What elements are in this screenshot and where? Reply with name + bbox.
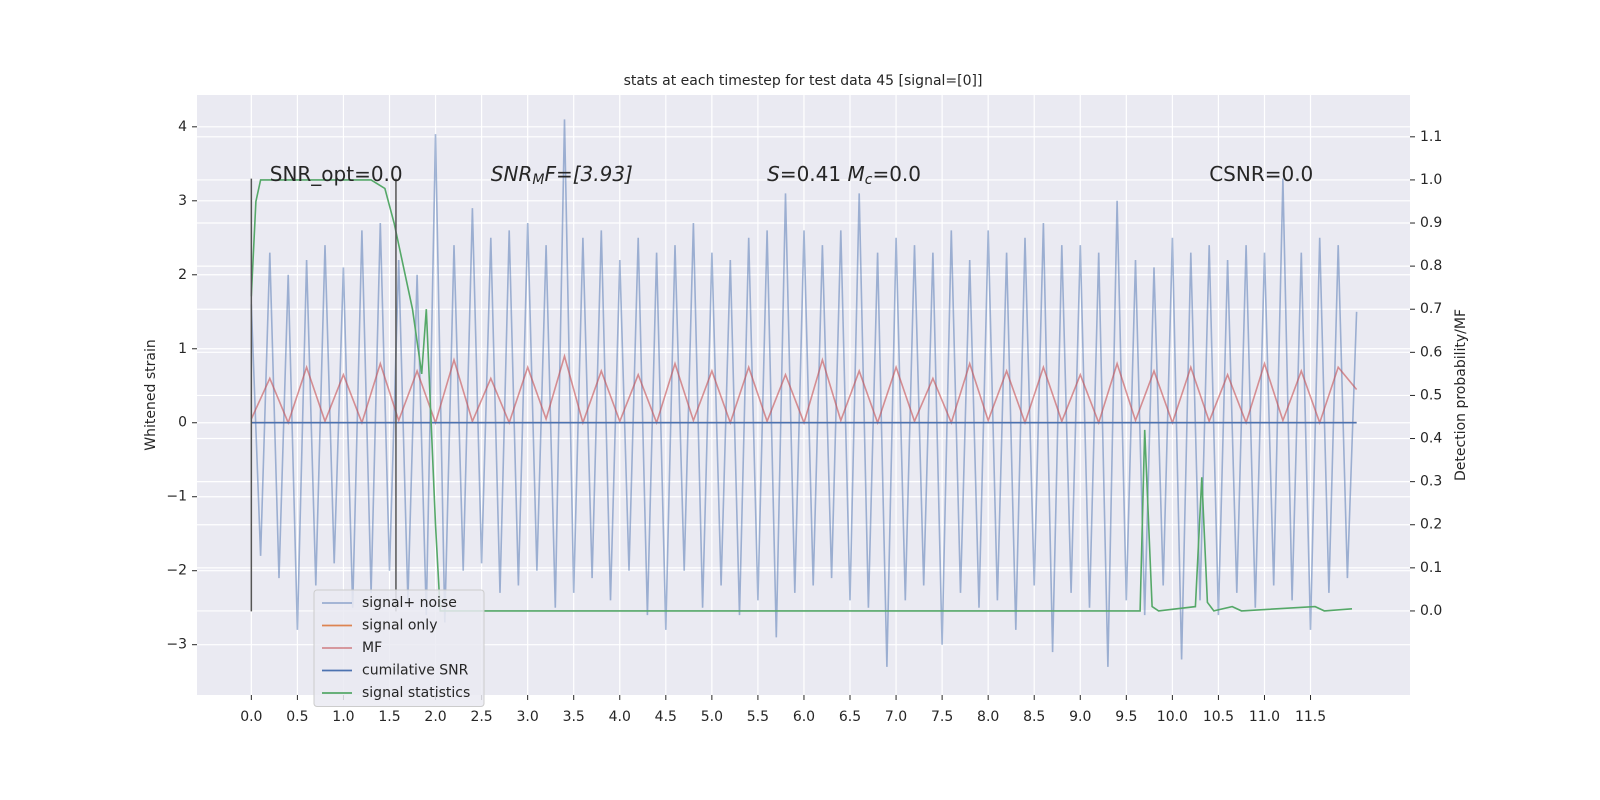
y2-tick-label: 0.8 bbox=[1420, 258, 1442, 274]
x-tick-label: 11.5 bbox=[1295, 709, 1326, 725]
x-tick-label: 0.5 bbox=[286, 709, 308, 725]
y-tick-label: 0 bbox=[178, 415, 187, 431]
chart-title: stats at each timestep for test data 45 … bbox=[624, 73, 983, 89]
annotation-part: SNR_opt=0.0 bbox=[270, 161, 403, 185]
legend-box bbox=[313, 589, 485, 707]
y-tick-label: 1 bbox=[178, 341, 187, 357]
y-axis-label: Whitened strain bbox=[143, 339, 159, 450]
legend-label: cumilative SNR bbox=[362, 663, 469, 679]
x-tick-label: 1.0 bbox=[332, 709, 354, 725]
x-tick-label: 10.5 bbox=[1203, 709, 1234, 725]
x-tick-label: 11.0 bbox=[1249, 709, 1280, 725]
series-line bbox=[250, 179, 1353, 612]
y2-tick-label: 1.0 bbox=[1420, 172, 1442, 188]
x-tick-label: 2.0 bbox=[424, 709, 446, 725]
y2-axis-label: Detection probability/MF bbox=[1453, 309, 1469, 481]
x-tick-label: 9.0 bbox=[1069, 709, 1091, 725]
y-tick-label: −2 bbox=[166, 563, 187, 579]
annotation-part: c bbox=[865, 172, 873, 188]
annotation: SNRMF=[3.93] bbox=[491, 161, 633, 188]
x-tick-label: 8.0 bbox=[977, 709, 999, 725]
x-tick-label: 6.5 bbox=[839, 709, 861, 725]
x-tick-label: 7.0 bbox=[885, 709, 907, 725]
annotation: S=0.41 Mc=0.0 bbox=[767, 161, 921, 188]
annotation-part: M bbox=[532, 172, 544, 188]
annotation: SNR_opt=0.0 bbox=[270, 161, 403, 185]
legend-label: MF bbox=[362, 640, 382, 656]
annotation-part: S bbox=[767, 161, 780, 185]
y2-tick-label: 1.1 bbox=[1420, 129, 1442, 145]
annotation-part: =0.41 bbox=[780, 161, 848, 185]
y2-tick-label: 0.5 bbox=[1420, 387, 1442, 403]
x-tick-label: 2.5 bbox=[470, 709, 492, 725]
annotation-part: M bbox=[847, 161, 864, 185]
annotation: CSNR=0.0 bbox=[1209, 161, 1313, 185]
y2-tick-label: 0.1 bbox=[1420, 560, 1442, 576]
x-tick-label: 4.5 bbox=[655, 709, 677, 725]
x-tick-label: 10.0 bbox=[1157, 709, 1188, 725]
y-tick-label: 4 bbox=[178, 119, 187, 135]
y2-tick-label: 0.9 bbox=[1420, 215, 1442, 231]
y2-tick-label: 0.6 bbox=[1420, 344, 1442, 360]
x-tick-label: 3.0 bbox=[517, 709, 539, 725]
y-tick-label: 2 bbox=[178, 267, 187, 283]
x-tick-label: 7.5 bbox=[931, 709, 953, 725]
annotation-part: =0.0 bbox=[872, 161, 921, 185]
x-tick-label: 1.5 bbox=[378, 709, 400, 725]
y-tick-label: −3 bbox=[166, 637, 187, 653]
y2-tick-label: 0.7 bbox=[1420, 301, 1442, 317]
y-tick-label: 3 bbox=[178, 193, 187, 209]
annotation-part: CSNR=0.0 bbox=[1209, 161, 1313, 185]
y-tick-label: −1 bbox=[166, 489, 187, 505]
x-tick-label: 4.0 bbox=[609, 709, 631, 725]
y2-tick-label: 0.4 bbox=[1420, 431, 1442, 447]
x-tick-label: 8.5 bbox=[1023, 709, 1045, 725]
x-tick-label: 5.0 bbox=[701, 709, 723, 725]
x-tick-label: 3.5 bbox=[563, 709, 585, 725]
annotation-part: F=[3.93] bbox=[544, 161, 632, 185]
x-tick-label: 0.0 bbox=[240, 709, 262, 725]
legend-label: signal+ noise bbox=[362, 595, 457, 611]
y2-tick-label: 0.0 bbox=[1420, 603, 1442, 619]
y2-tick-label: 0.2 bbox=[1420, 517, 1442, 533]
x-tick-label: 5.5 bbox=[747, 709, 769, 725]
legend-label: signal only bbox=[362, 618, 437, 634]
x-tick-label: 6.0 bbox=[793, 709, 815, 725]
series-line bbox=[250, 119, 1358, 667]
annotation-part: SNR bbox=[491, 161, 533, 185]
x-tick-label: 9.5 bbox=[1115, 709, 1137, 725]
legend-label: signal statistics bbox=[362, 685, 470, 701]
y2-tick-label: 0.3 bbox=[1420, 474, 1442, 490]
